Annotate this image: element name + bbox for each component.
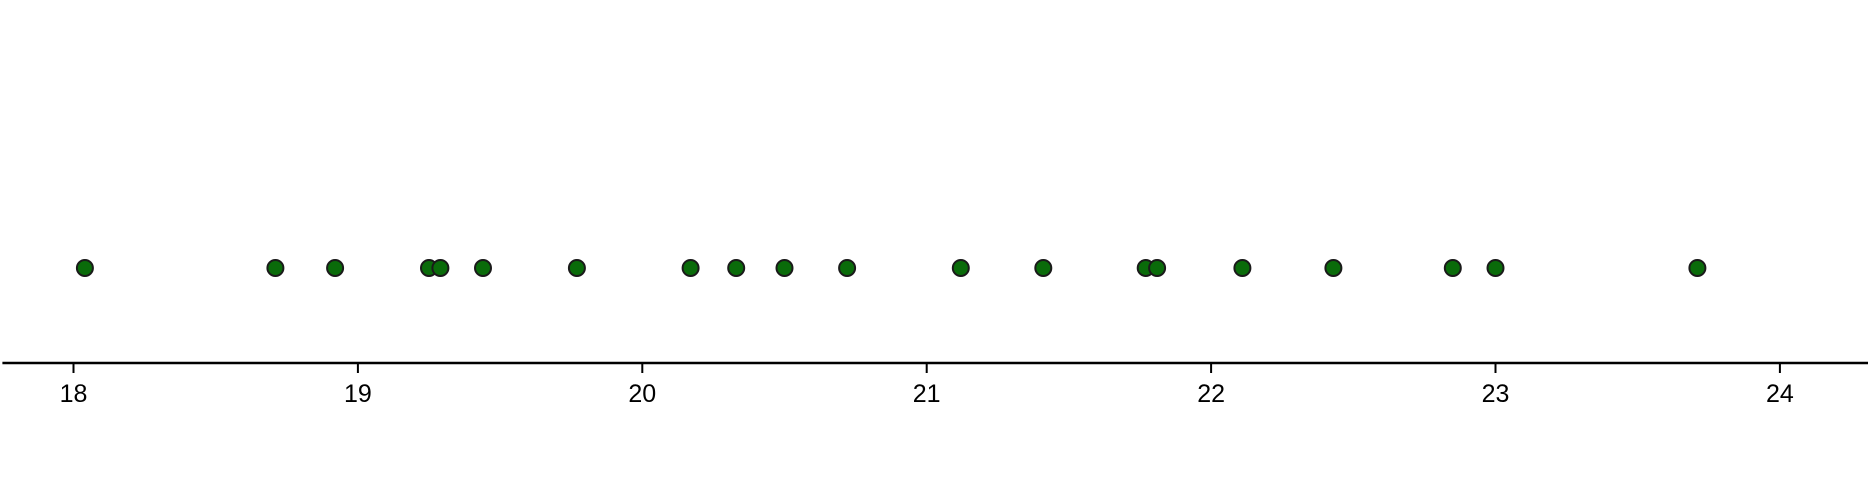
data-point xyxy=(775,259,794,277)
x-axis-ticks: 18 19 20 21 22 23 24 xyxy=(60,363,1794,408)
data-point xyxy=(681,259,700,277)
data-point xyxy=(1148,259,1167,277)
data-point xyxy=(1443,259,1462,277)
data-point xyxy=(1486,259,1505,277)
points-layer xyxy=(75,259,1707,277)
x-tick-label: 20 xyxy=(628,380,656,408)
data-point xyxy=(1034,259,1053,277)
data-point xyxy=(266,259,285,277)
data-point xyxy=(431,259,450,277)
data-point xyxy=(326,259,345,277)
x-tick-label: 19 xyxy=(344,380,372,408)
x-tick-label: 24 xyxy=(1766,380,1794,408)
data-point xyxy=(727,259,746,277)
data-point xyxy=(1324,259,1343,277)
data-point xyxy=(567,259,586,277)
data-point xyxy=(951,259,970,277)
x-tick-label: 22 xyxy=(1197,380,1225,408)
x-tick-label: 21 xyxy=(913,380,941,408)
data-point xyxy=(1233,259,1252,277)
data-point xyxy=(1688,259,1707,277)
data-point xyxy=(838,259,857,277)
data-point xyxy=(75,259,94,277)
x-tick-label: 23 xyxy=(1482,380,1510,408)
data-point xyxy=(474,259,492,277)
x-tick-label: 18 xyxy=(60,380,88,408)
